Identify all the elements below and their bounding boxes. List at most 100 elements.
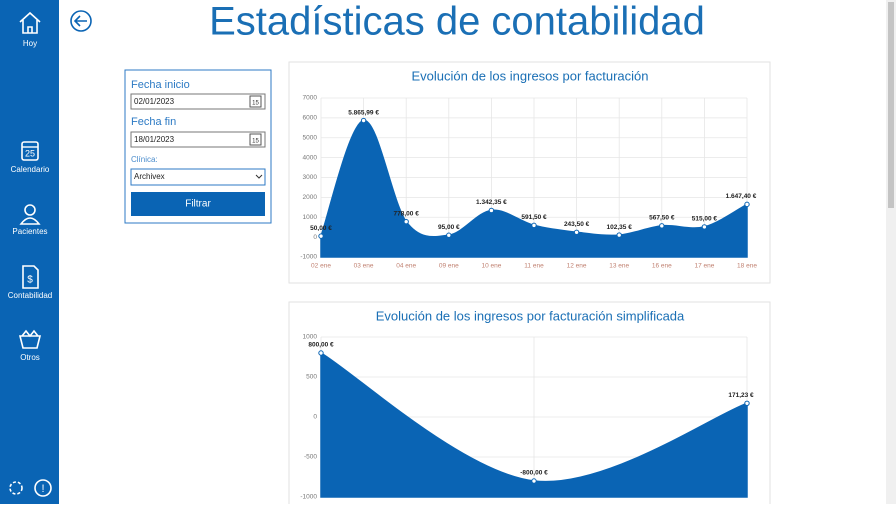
calendar-picker[interactable] xyxy=(249,95,262,108)
end-label: Fecha fin xyxy=(131,116,176,128)
clinic-value: Archivex xyxy=(134,172,165,181)
area xyxy=(320,119,748,258)
data-label: 515,00 € xyxy=(692,216,718,223)
data-label: -800,00 € xyxy=(520,470,548,477)
picker-day: 15 xyxy=(252,139,259,145)
x-tick-label: 17 ene xyxy=(694,263,714,270)
y-tick-label: -1000 xyxy=(300,494,317,501)
x-tick-label: 10 ene xyxy=(481,263,501,270)
scrollbar-thumb[interactable] xyxy=(888,2,894,208)
x-tick-label: 16 ene xyxy=(652,263,672,270)
home-icon xyxy=(19,11,41,34)
y-tick-label: -500 xyxy=(304,454,317,461)
x-tick-label: 11 ene xyxy=(524,263,544,270)
y-tick-label: 0 xyxy=(313,234,317,241)
nav-pacientes[interactable]: Pacientes xyxy=(12,204,48,236)
nav-hoy[interactable]: Hoy xyxy=(19,11,41,48)
y-tick-label: 2000 xyxy=(303,194,318,201)
y-tick-label: 1000 xyxy=(303,334,318,341)
data-label: 778,00 € xyxy=(394,210,420,217)
data-point xyxy=(318,233,324,239)
y-tick-label: 500 xyxy=(306,374,317,381)
end-date-value: 18/01/2023 xyxy=(134,135,175,144)
calendar-picker[interactable] xyxy=(249,133,262,146)
x-tick-label: 03 ene xyxy=(354,263,374,270)
x-tick-label: 04 ene xyxy=(396,263,416,270)
data-point xyxy=(701,224,708,230)
data-point xyxy=(531,478,537,484)
data-point xyxy=(403,218,409,225)
picker-day: 15 xyxy=(252,101,259,107)
y-tick-label: 4000 xyxy=(303,154,318,161)
back-button[interactable] xyxy=(70,10,92,32)
data-label: 95,00 € xyxy=(438,224,460,231)
dropdown-arrow xyxy=(255,174,263,179)
chart-title: Evolución de los ingresos por facturació… xyxy=(411,68,648,83)
doc-icon xyxy=(22,265,39,289)
data-point xyxy=(744,400,750,407)
nav-label: Otros xyxy=(20,353,40,362)
user-icon xyxy=(24,204,36,216)
data-point xyxy=(318,350,324,356)
start-label: Fecha inicio xyxy=(131,79,190,91)
data-label: 50,00 € xyxy=(310,225,332,232)
nav-label: Hoy xyxy=(23,39,37,48)
calendar-day: 25 xyxy=(25,148,35,158)
nav-label: Contabilidad xyxy=(8,291,52,300)
data-label: 171,23 € xyxy=(728,392,754,399)
scrollbar xyxy=(886,0,896,504)
start-date-value: 02/01/2023 xyxy=(134,97,175,106)
settings-button[interactable] xyxy=(9,481,23,495)
filter-button[interactable] xyxy=(131,192,265,216)
nav-calendario[interactable]: 25 Calendario xyxy=(11,141,50,174)
user-icon xyxy=(19,217,41,225)
nav-otros[interactable]: Otros xyxy=(18,329,42,362)
y-tick-label: 1000 xyxy=(303,214,318,221)
data-label: 567,50 € xyxy=(649,215,675,222)
page-title: Estadísticas de contabilidad xyxy=(209,0,705,44)
y-tick-label: 0 xyxy=(313,414,317,421)
box-icon xyxy=(18,329,42,349)
y-tick-label: -1000 xyxy=(300,254,317,261)
filter-button-label: Filtrar xyxy=(185,199,211,210)
data-point xyxy=(446,232,452,238)
start-date-input[interactable] xyxy=(130,93,266,110)
data-point xyxy=(616,232,622,238)
x-tick-label: 09 ene xyxy=(439,263,459,270)
data-point xyxy=(744,201,750,208)
data-label: 1.342,35 € xyxy=(476,199,507,206)
nav-contabilidad[interactable]: $ Contabilidad xyxy=(8,265,52,300)
data-label: 243,50 € xyxy=(564,221,590,228)
data-label: 1.647,40 € xyxy=(726,193,757,200)
end-date-input[interactable] xyxy=(130,131,266,148)
data-point xyxy=(488,207,495,214)
chart-title: Evolución de los ingresos por facturació… xyxy=(376,308,685,323)
data-label: 102,35 € xyxy=(607,224,633,231)
calendar-icon xyxy=(21,141,39,161)
info-icon: ! xyxy=(41,483,44,495)
clinic-label: Clínica: xyxy=(131,155,158,164)
info-button[interactable] xyxy=(34,479,52,497)
y-tick-label: 7000 xyxy=(303,95,318,102)
x-tick-label: 02 ene xyxy=(311,263,331,270)
data-point xyxy=(573,229,580,235)
x-tick-label: 18 ene xyxy=(737,263,757,270)
y-tick-label: 6000 xyxy=(303,115,318,122)
nav-label: Pacientes xyxy=(12,227,47,236)
data-point xyxy=(360,117,367,124)
nav-label: Calendario xyxy=(11,165,50,174)
x-tick-label: 13 ene xyxy=(609,263,629,270)
data-point xyxy=(659,223,665,229)
back-icon xyxy=(73,15,87,27)
data-label: 800,00 € xyxy=(308,342,334,349)
y-tick-label: 5000 xyxy=(303,134,318,141)
data-label: 5.865,99 € xyxy=(348,109,379,116)
y-tick-label: 3000 xyxy=(303,174,318,181)
x-tick-label: 12 ene xyxy=(567,263,587,270)
sidebar xyxy=(0,0,59,504)
data-label: 591,50 € xyxy=(521,214,547,221)
doc-icon: $ xyxy=(27,275,33,286)
clinic-select[interactable] xyxy=(130,168,266,186)
data-point xyxy=(531,222,537,229)
